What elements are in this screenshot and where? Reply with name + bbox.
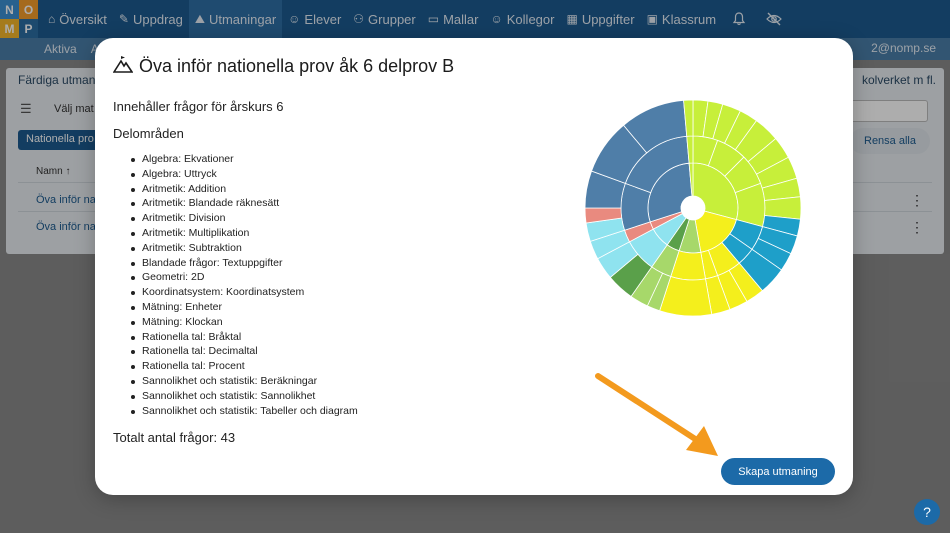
- sunburst-segment[interactable]: [683, 99, 694, 137]
- list-item: Mätning: Enheter: [131, 300, 358, 315]
- grid-icon: ▦: [566, 12, 578, 26]
- list-item: Sannolikhet och statistik: Tabeller och …: [131, 404, 358, 419]
- top-navigation: N O M P ⌂ Översikt ✎ Uppdrag ⛰ Utmaningar ☺…: [0, 0, 950, 38]
- nomp-logo[interactable]: N O M P: [0, 0, 38, 38]
- nav-item-oversikt[interactable]: ⌂ Översikt: [42, 0, 113, 38]
- table-row[interactable]: Öva inför na: [36, 221, 96, 233]
- nav-item-label: Klassrum: [661, 11, 717, 27]
- nav-item-mallar[interactable]: ▭ Mallar: [422, 0, 485, 38]
- nav-item-grupper[interactable]: ⚇ Grupper: [347, 0, 421, 38]
- list-item: Algebra: Ekvationer: [131, 152, 358, 167]
- filter-label[interactable]: Välj mat: [54, 103, 94, 115]
- modal-title: Öva inför nationella prov åk 6 delprov B: [112, 55, 455, 78]
- logo-letter-m: M: [0, 19, 19, 38]
- filter-icon[interactable]: ☰: [20, 101, 32, 116]
- panel-title: Färdiga utman: [18, 73, 96, 87]
- list-item: Rationella tal: Decimaltal: [131, 344, 358, 359]
- eye-off-icon[interactable]: [756, 0, 792, 38]
- nav-item-label: Översikt: [59, 11, 107, 27]
- list-item: Rationella tal: Procent: [131, 359, 358, 374]
- list-item: Geometri: 2D: [131, 270, 358, 285]
- nav-item-uppdrag[interactable]: ✎ Uppdrag: [113, 0, 189, 38]
- list-item: Algebra: Uttryck: [131, 167, 358, 182]
- modal-title-text: Öva inför nationella prov åk 6 delprov B: [139, 56, 455, 76]
- annotation-arrow: [595, 373, 718, 456]
- mountain-icon: [112, 55, 134, 78]
- nav-item-uppgifter[interactable]: ▦ Uppgifter: [560, 0, 640, 38]
- list-item: Rationella tal: Bråktal: [131, 330, 358, 345]
- nav-item-label: Kollegor: [506, 11, 555, 27]
- nav-item-label: Elever: [304, 11, 342, 27]
- list-item: Sannolikhet och statistik: Sannolikhet: [131, 389, 358, 404]
- colleagues-icon: ☺: [490, 12, 503, 26]
- subnav-item-aktiva[interactable]: Aktiva: [44, 42, 77, 56]
- column-header-name[interactable]: Namn ↑: [36, 166, 70, 177]
- logo-letter-p: P: [19, 19, 38, 38]
- areas-list: Algebra: Ekvationer Algebra: Uttryck Ari…: [131, 152, 358, 418]
- list-item: Sannolikhet och statistik: Beräkningar: [131, 374, 358, 389]
- nav-item-label: Grupper: [368, 11, 416, 27]
- nav-item-label: Utmaningar: [208, 11, 277, 27]
- nav-item-elever[interactable]: ☺ Elever: [282, 0, 347, 38]
- more-options-icon[interactable]: ⋮: [910, 192, 924, 208]
- logo-letter-n: N: [0, 0, 19, 19]
- folder-icon: ▭: [427, 12, 440, 26]
- filter-chip[interactable]: Nationella pro: [18, 130, 104, 150]
- mountain-icon: ⛰: [194, 11, 205, 26]
- nav-item-utmaningar[interactable]: ⛰ Utmaningar: [188, 0, 283, 38]
- list-item: Aritmetik: Multiplikation: [131, 226, 358, 241]
- nav-item-kollegor[interactable]: ☺ Kollegor: [485, 0, 561, 38]
- list-item: Aritmetik: Blandade räknesätt: [131, 196, 358, 211]
- home-icon: ⌂: [48, 12, 56, 26]
- list-item: Aritmetik: Subtraktion: [131, 241, 358, 256]
- sunburst-center: [681, 196, 705, 220]
- panel-title-right: kolverket m fl.: [861, 73, 936, 87]
- areas-heading: Delområden: [113, 126, 184, 141]
- more-options-icon[interactable]: ⋮: [910, 219, 924, 235]
- list-item: Mätning: Klockan: [131, 315, 358, 330]
- list-item: Koordinatsystem: Koordinatsystem: [131, 285, 358, 300]
- sort-arrow-icon: ↑: [65, 166, 71, 177]
- list-item: Aritmetik: Addition: [131, 182, 358, 197]
- list-item: Aritmetik: Division: [131, 211, 358, 226]
- clear-all-button[interactable]: Rensa alla: [850, 128, 930, 154]
- topic-sunburst-chart[interactable]: [582, 97, 804, 319]
- classroom-icon: ▣: [646, 12, 658, 26]
- create-challenge-button[interactable]: Skapa utmaning: [721, 458, 835, 485]
- column-header-label: Namn: [36, 166, 63, 177]
- grade-info: Innehåller frågor för årskurs 6: [113, 99, 284, 114]
- sunburst-segments[interactable]: [584, 99, 802, 317]
- edit-icon: ✎: [118, 12, 129, 26]
- list-item: Blandade frågor: Textuppgifter: [131, 256, 358, 271]
- logo-letter-o: O: [19, 0, 38, 19]
- nav-item-label: Mallar: [443, 11, 479, 27]
- user-email[interactable]: 2@nomp.se: [871, 41, 936, 55]
- person-icon: ☺: [288, 12, 301, 26]
- group-icon: ⚇: [353, 12, 365, 26]
- challenge-details-modal: Öva inför nationella prov åk 6 delprov B…: [95, 38, 853, 495]
- bell-icon[interactable]: [722, 0, 756, 38]
- table-row[interactable]: Öva inför na: [36, 194, 96, 206]
- nav-item-label: Uppdrag: [132, 11, 183, 27]
- help-icon[interactable]: ?: [914, 499, 940, 525]
- total-questions: Totalt antal frågor: 43: [113, 430, 236, 445]
- nav-item-klassrum[interactable]: ▣ Klassrum: [641, 0, 723, 38]
- nav-item-label: Uppgifter: [581, 11, 635, 27]
